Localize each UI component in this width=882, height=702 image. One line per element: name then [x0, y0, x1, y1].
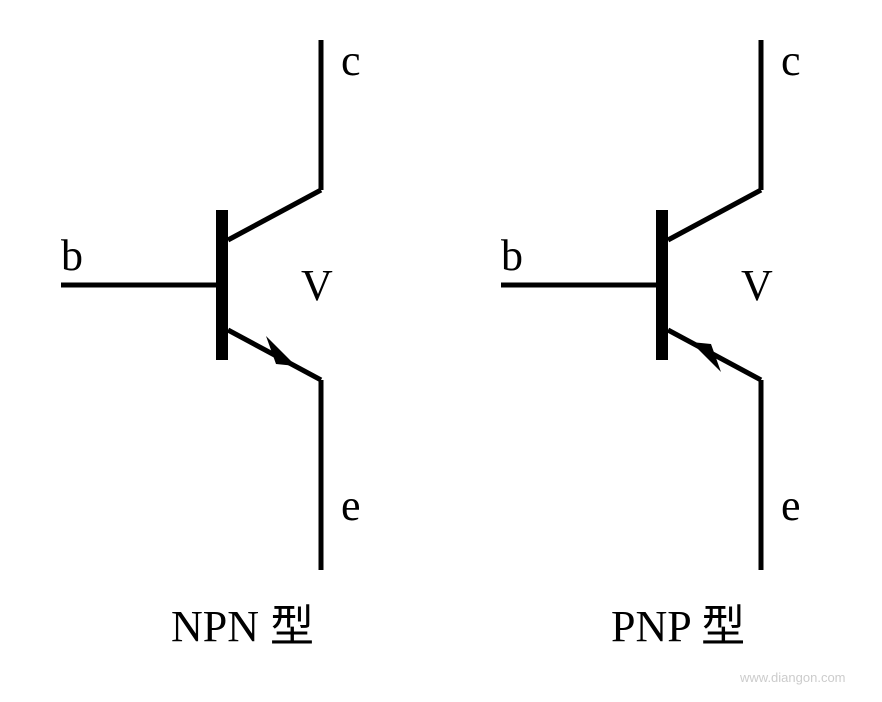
npn-emitter-label: e — [341, 480, 361, 531]
npn-collector-label: c — [341, 35, 361, 86]
watermark: www.diangon.com — [740, 670, 846, 685]
pnp-symbol-label: V — [741, 260, 773, 311]
pnp-transistor: c b e V PNP 型 — [481, 30, 841, 630]
npn-collector-diagonal — [228, 190, 321, 240]
npn-transistor: c b e V NPN 型 — [41, 30, 401, 630]
npn-symbol-label: V — [301, 260, 333, 311]
pnp-base-label: b — [501, 230, 523, 281]
pnp-collector-label: c — [781, 35, 801, 86]
pnp-collector-diagonal — [668, 190, 761, 240]
npn-type-label: NPN 型 — [171, 590, 314, 654]
pnp-emitter-label: e — [781, 480, 801, 531]
pnp-type-label: PNP 型 — [611, 590, 745, 654]
npn-base-label: b — [61, 230, 83, 281]
